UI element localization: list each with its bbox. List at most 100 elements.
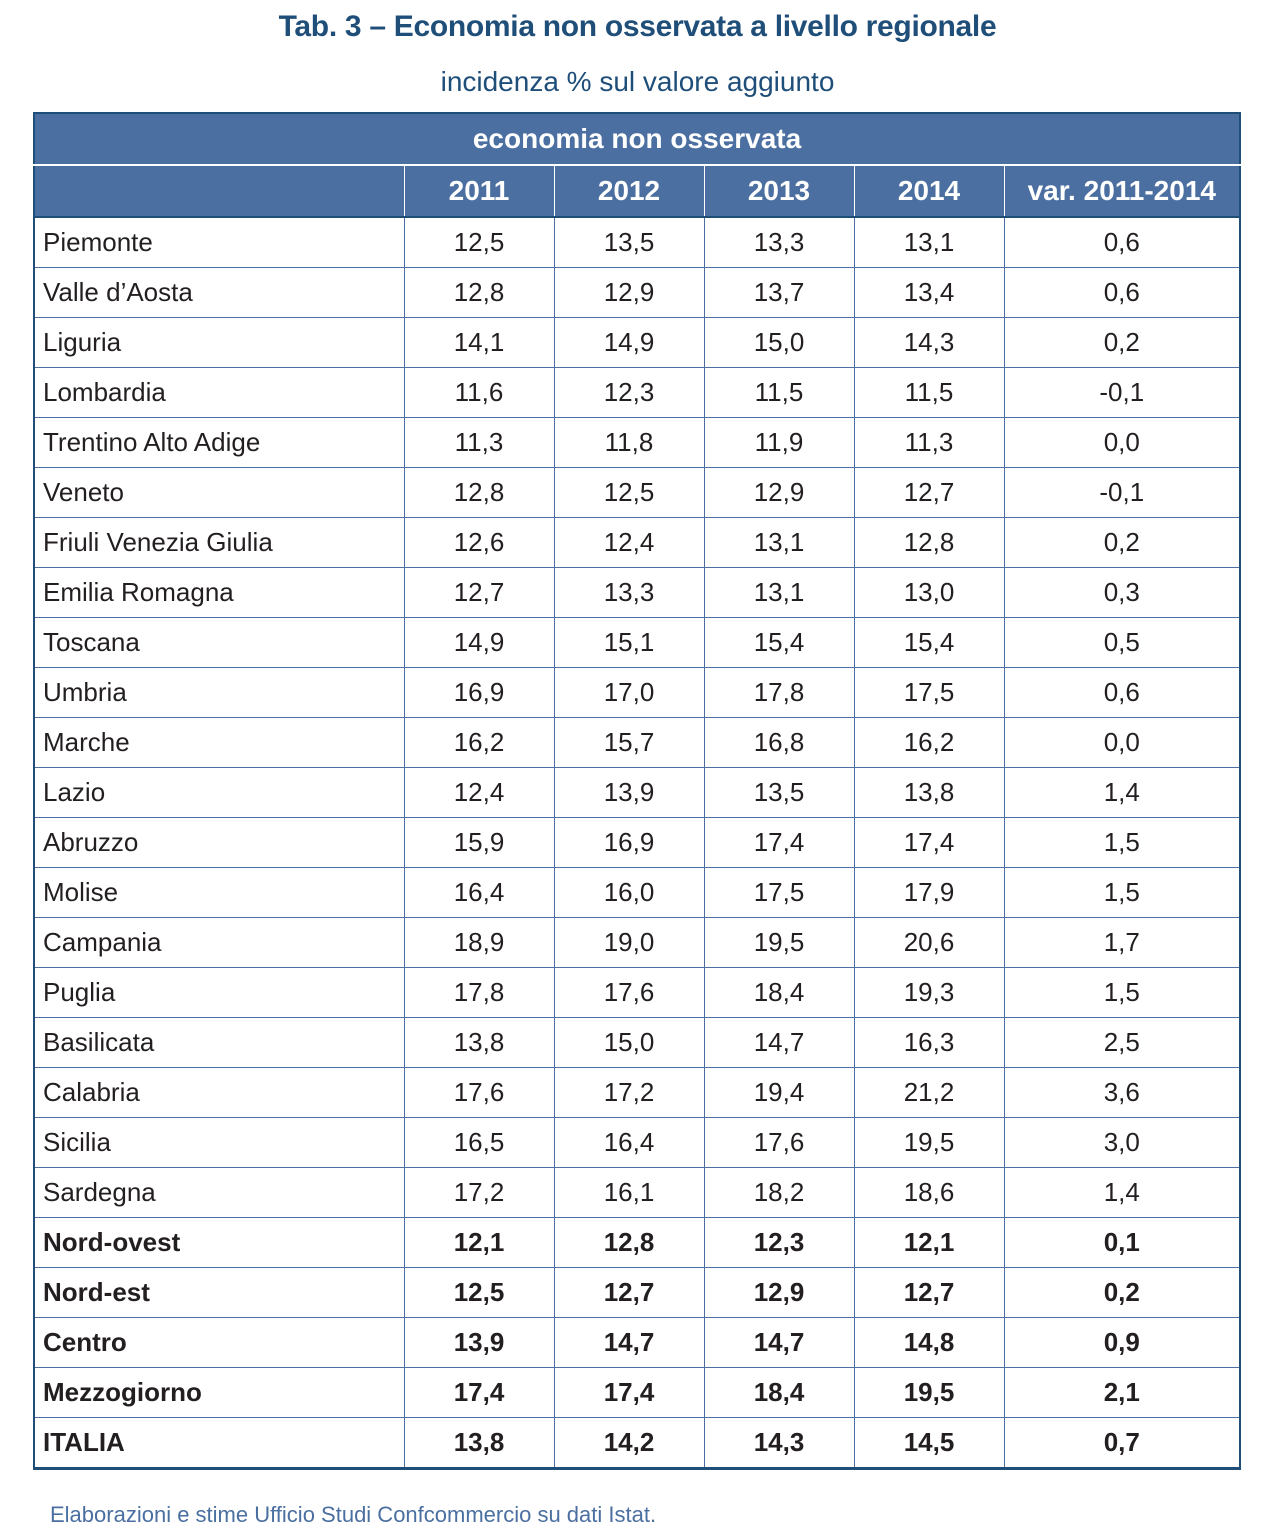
- value-cell: 15,0: [703, 317, 855, 368]
- value-cell: 11,8: [553, 417, 705, 468]
- value-cell: 15,7: [553, 717, 705, 768]
- value-cell: 16,2: [403, 717, 555, 768]
- value-cell: 3,6: [1003, 1067, 1242, 1118]
- value-cell: 14,7: [703, 1017, 855, 1068]
- value-cell: 19,3: [853, 967, 1005, 1018]
- table-row: Umbria 16,9 17,0 17,8 17,5 0,6: [33, 667, 1242, 718]
- value-cell: 14,9: [403, 617, 555, 668]
- value-cell: 14,8: [853, 1317, 1005, 1368]
- value-cell: 20,6: [853, 917, 1005, 968]
- region-cell: Liguria: [33, 317, 405, 368]
- value-cell: 21,2: [853, 1067, 1005, 1118]
- value-cell: 0,5: [1003, 617, 1242, 668]
- value-cell: 17,8: [703, 667, 855, 718]
- value-cell: 0,6: [1003, 667, 1242, 718]
- region-cell: Piemonte: [33, 216, 405, 268]
- value-cell: 17,8: [403, 967, 555, 1018]
- value-cell: 12,1: [853, 1217, 1005, 1268]
- value-cell: 19,5: [853, 1367, 1005, 1418]
- value-cell: 0,2: [1003, 517, 1242, 568]
- value-cell: 0,7: [1003, 1417, 1242, 1470]
- value-cell: 13,5: [553, 216, 705, 268]
- value-cell: 17,2: [553, 1067, 705, 1118]
- value-cell: 13,4: [853, 267, 1005, 318]
- table-row: Emilia Romagna 12,7 13,3 13,1 13,0 0,3: [33, 567, 1242, 618]
- value-cell: 16,1: [553, 1167, 705, 1218]
- value-cell: 12,7: [853, 1267, 1005, 1318]
- value-cell: 18,6: [853, 1167, 1005, 1218]
- value-cell: 0,3: [1003, 567, 1242, 618]
- value-cell: 11,3: [403, 417, 555, 468]
- value-cell: 17,4: [553, 1367, 705, 1418]
- value-cell: 13,1: [703, 517, 855, 568]
- value-cell: 13,3: [553, 567, 705, 618]
- page-subtitle: incidenza % sul valore aggiunto: [440, 66, 835, 97]
- region-cell: Trentino Alto Adige: [33, 417, 405, 468]
- value-cell: 17,6: [703, 1117, 855, 1168]
- data-table: economia non osservata 2011 2012 2013 20…: [32, 112, 1242, 1470]
- value-cell: -0,1: [1003, 367, 1242, 418]
- value-cell: 0,2: [1003, 1267, 1242, 1318]
- table-row: Liguria 14,1 14,9 15,0 14,3 0,2: [33, 317, 1242, 368]
- region-cell: Campania: [33, 917, 405, 968]
- value-cell: 13,1: [703, 567, 855, 618]
- page-title: Tab. 3 – Economia non osservata a livell…: [278, 10, 997, 43]
- region-cell: Sardegna: [33, 1167, 405, 1218]
- value-cell: 14,3: [853, 317, 1005, 368]
- column-header-variation: var. 2011-2014: [1003, 164, 1242, 218]
- value-cell: 14,1: [403, 317, 555, 368]
- table-row: Molise 16,4 16,0 17,5 17,9 1,5: [33, 867, 1242, 918]
- region-cell: Nord-est: [33, 1267, 405, 1318]
- table-row: Sardegna 17,2 16,1 18,2 18,6 1,4: [33, 1167, 1242, 1218]
- region-cell: Nord-ovest: [33, 1217, 405, 1268]
- region-cell: Puglia: [33, 967, 405, 1018]
- value-cell: 13,8: [403, 1017, 555, 1068]
- value-cell: 12,6: [403, 517, 555, 568]
- value-cell: 16,3: [853, 1017, 1005, 1068]
- value-cell: 16,4: [553, 1117, 705, 1168]
- table-body: Piemonte 12,5 13,5 13,3 13,1 0,6 Valle d’Aosta…: [33, 216, 1242, 1470]
- table-row: Puglia 17,8 17,6 18,4 19,3 1,5: [33, 967, 1242, 1018]
- value-cell: 12,8: [853, 517, 1005, 568]
- value-cell: 11,5: [703, 367, 855, 418]
- value-cell: 17,4: [703, 817, 855, 868]
- region-cell: Molise: [33, 867, 405, 918]
- value-cell: 13,8: [403, 1417, 555, 1470]
- value-cell: 13,3: [703, 216, 855, 268]
- column-header-2013: 2013: [703, 164, 855, 218]
- value-cell: 13,8: [853, 767, 1005, 818]
- value-cell: 17,2: [403, 1167, 555, 1218]
- value-cell: 16,0: [553, 867, 705, 918]
- region-cell: Friuli Venezia Giulia: [33, 517, 405, 568]
- value-cell: 0,6: [1003, 216, 1242, 268]
- table-row: Marche 16,2 15,7 16,8 16,2 0,0: [33, 717, 1242, 768]
- region-cell: Lazio: [33, 767, 405, 818]
- value-cell: 15,9: [403, 817, 555, 868]
- value-cell: 12,8: [553, 1217, 705, 1268]
- value-cell: 13,5: [703, 767, 855, 818]
- table-row: Lazio 12,4 13,9 13,5 13,8 1,4: [33, 767, 1242, 818]
- region-cell: Calabria: [33, 1067, 405, 1118]
- group-header: economia non osservata: [32, 112, 1242, 166]
- value-cell: 11,9: [703, 417, 855, 468]
- region-cell: Mezzogiorno: [33, 1367, 405, 1418]
- value-cell: 17,4: [403, 1367, 555, 1418]
- value-cell: 16,5: [403, 1117, 555, 1168]
- value-cell: 16,8: [703, 717, 855, 768]
- table-row: Campania 18,9 19,0 19,5 20,6 1,7: [33, 917, 1242, 968]
- region-cell: Emilia Romagna: [33, 567, 405, 618]
- region-cell: Lombardia: [33, 367, 405, 418]
- table-row: Piemonte 12,5 13,5 13,3 13,1 0,6: [33, 216, 1242, 268]
- value-cell: 1,5: [1003, 967, 1242, 1018]
- value-cell: 15,1: [553, 617, 705, 668]
- table-row: Centro 13,9 14,7 14,7 14,8 0,9: [33, 1317, 1242, 1368]
- value-cell: 16,4: [403, 867, 555, 918]
- value-cell: 19,4: [703, 1067, 855, 1118]
- value-cell: 17,6: [553, 967, 705, 1018]
- value-cell: 0,0: [1003, 417, 1242, 468]
- value-cell: 0,0: [1003, 717, 1242, 768]
- table-row: Nord-est 12,5 12,7 12,9 12,7 0,2: [33, 1267, 1242, 1318]
- value-cell: 12,3: [703, 1217, 855, 1268]
- column-header-2012: 2012: [553, 164, 705, 218]
- value-cell: 1,7: [1003, 917, 1242, 968]
